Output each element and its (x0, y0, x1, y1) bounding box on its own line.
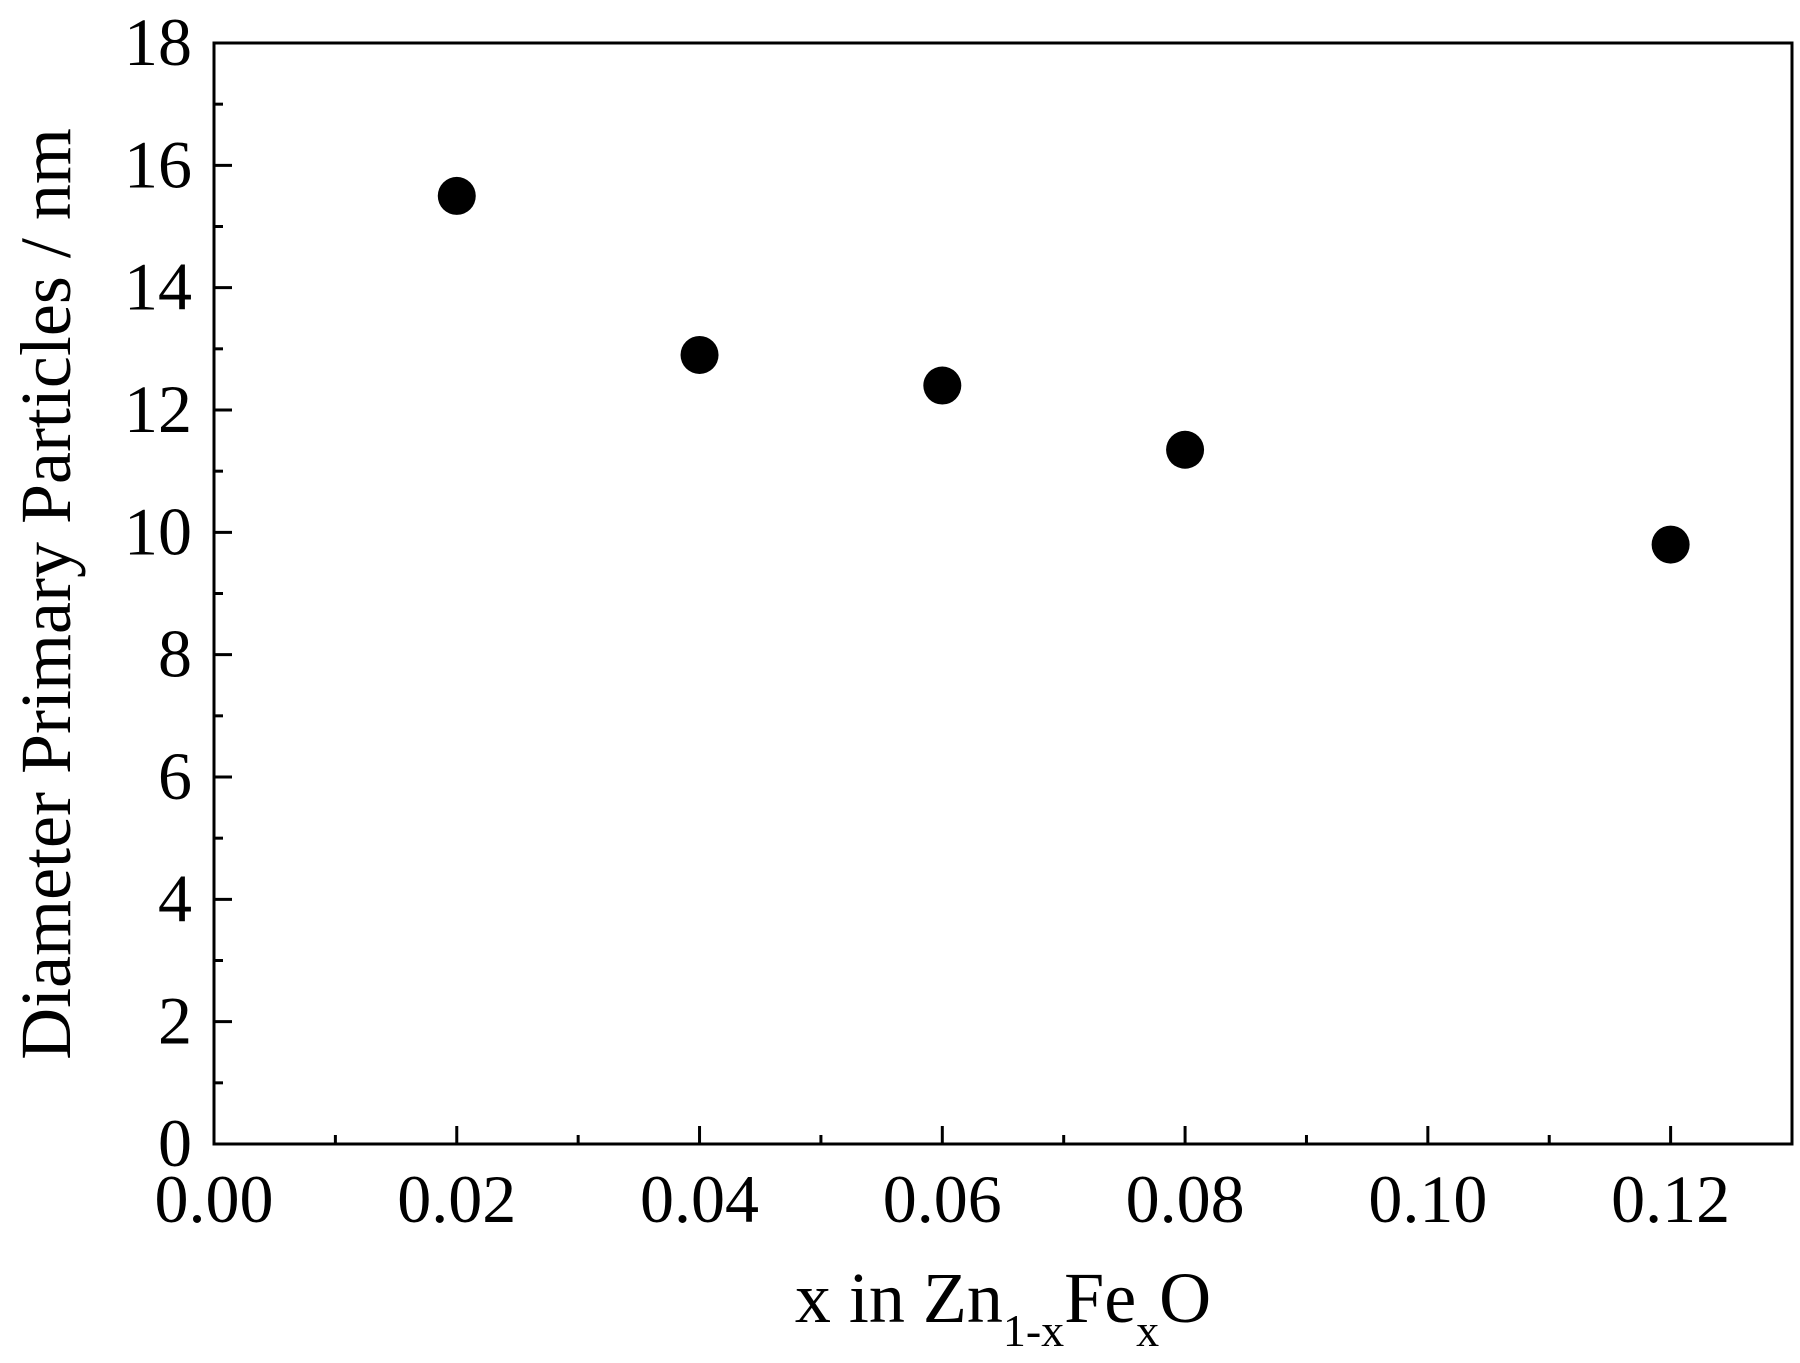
y-tick-label: 8 (158, 616, 192, 692)
y-tick-label: 6 (158, 738, 192, 814)
x-tick-label: 0.06 (883, 1161, 1002, 1237)
y-tick-label: 12 (124, 371, 192, 447)
y-tick-label: 16 (124, 126, 192, 202)
data-point (923, 366, 962, 405)
data-point (1166, 430, 1205, 469)
y-tick-label: 2 (158, 983, 192, 1059)
axis-tick-labels: 0.00 0.02 0.04 0.06 0.08 0.10 0.12 0 2 4 6 8 10 12 14 1… (124, 4, 1730, 1237)
x-axis-label-sub1: 1-x (1003, 1305, 1064, 1356)
x-tick-label: 0.10 (1368, 1161, 1487, 1237)
y-tick-label: 0 (158, 1105, 192, 1181)
x-tick-label: 0.04 (640, 1161, 759, 1237)
x-axis-label-main: x in Zn (795, 1258, 1003, 1338)
y-tick-label: 4 (158, 860, 192, 936)
x-tick-label: 0.00 (155, 1161, 274, 1237)
x-axis-label-sub2: x (1136, 1305, 1159, 1356)
data-points (437, 176, 1690, 564)
y-tick-label: 18 (124, 4, 192, 80)
x-tick-label: 0.12 (1611, 1161, 1730, 1237)
y-axis-label: Diameter Primary Particles / nm (6, 128, 86, 1060)
x-axis-label-mid: Fe (1064, 1258, 1136, 1338)
x-tick-label: 0.08 (1126, 1161, 1245, 1237)
y-tick-label: 14 (124, 249, 192, 325)
data-point (1651, 525, 1690, 564)
x-axis-label: x in Zn1-xFexO (795, 1258, 1211, 1356)
data-point (680, 335, 719, 374)
axis-ticks (212, 41, 1673, 1146)
x-axis-label-end: O (1159, 1258, 1211, 1338)
data-point (437, 176, 476, 215)
y-tick-label: 10 (124, 493, 192, 569)
x-tick-label: 0.02 (397, 1161, 516, 1237)
